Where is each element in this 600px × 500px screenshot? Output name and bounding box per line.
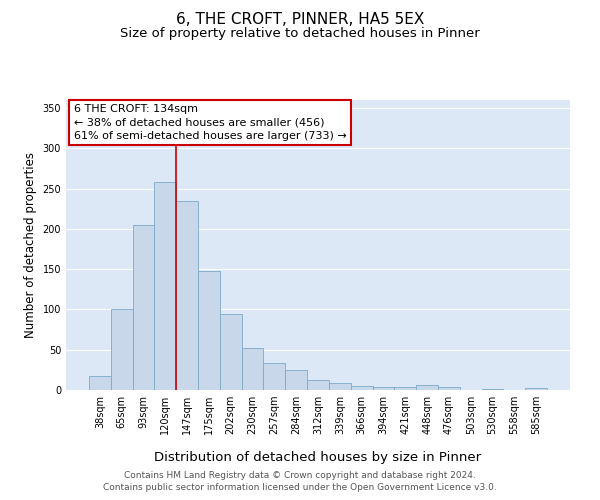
Bar xyxy=(133,225,154,390)
Bar xyxy=(416,385,438,390)
Bar xyxy=(89,376,111,390)
Bar xyxy=(329,383,351,390)
Text: Distribution of detached houses by size in Pinner: Distribution of detached houses by size … xyxy=(154,451,482,464)
Bar xyxy=(373,387,394,390)
Bar xyxy=(525,388,547,390)
Bar xyxy=(263,364,285,390)
Bar xyxy=(351,386,373,390)
Bar xyxy=(307,380,329,390)
Bar xyxy=(242,348,263,390)
Bar xyxy=(198,271,220,390)
Text: 6, THE CROFT, PINNER, HA5 5EX: 6, THE CROFT, PINNER, HA5 5EX xyxy=(176,12,424,28)
Bar xyxy=(220,314,242,390)
Bar xyxy=(154,182,176,390)
Bar xyxy=(438,387,460,390)
Y-axis label: Number of detached properties: Number of detached properties xyxy=(24,152,37,338)
Bar xyxy=(111,310,133,390)
Text: Size of property relative to detached houses in Pinner: Size of property relative to detached ho… xyxy=(120,28,480,40)
Text: Contains HM Land Registry data © Crown copyright and database right 2024.
Contai: Contains HM Land Registry data © Crown c… xyxy=(103,471,497,492)
Bar xyxy=(394,387,416,390)
Bar xyxy=(176,200,198,390)
Bar xyxy=(285,370,307,390)
Text: 6 THE CROFT: 134sqm
← 38% of detached houses are smaller (456)
61% of semi-detac: 6 THE CROFT: 134sqm ← 38% of detached ho… xyxy=(74,104,346,141)
Bar xyxy=(482,389,503,390)
